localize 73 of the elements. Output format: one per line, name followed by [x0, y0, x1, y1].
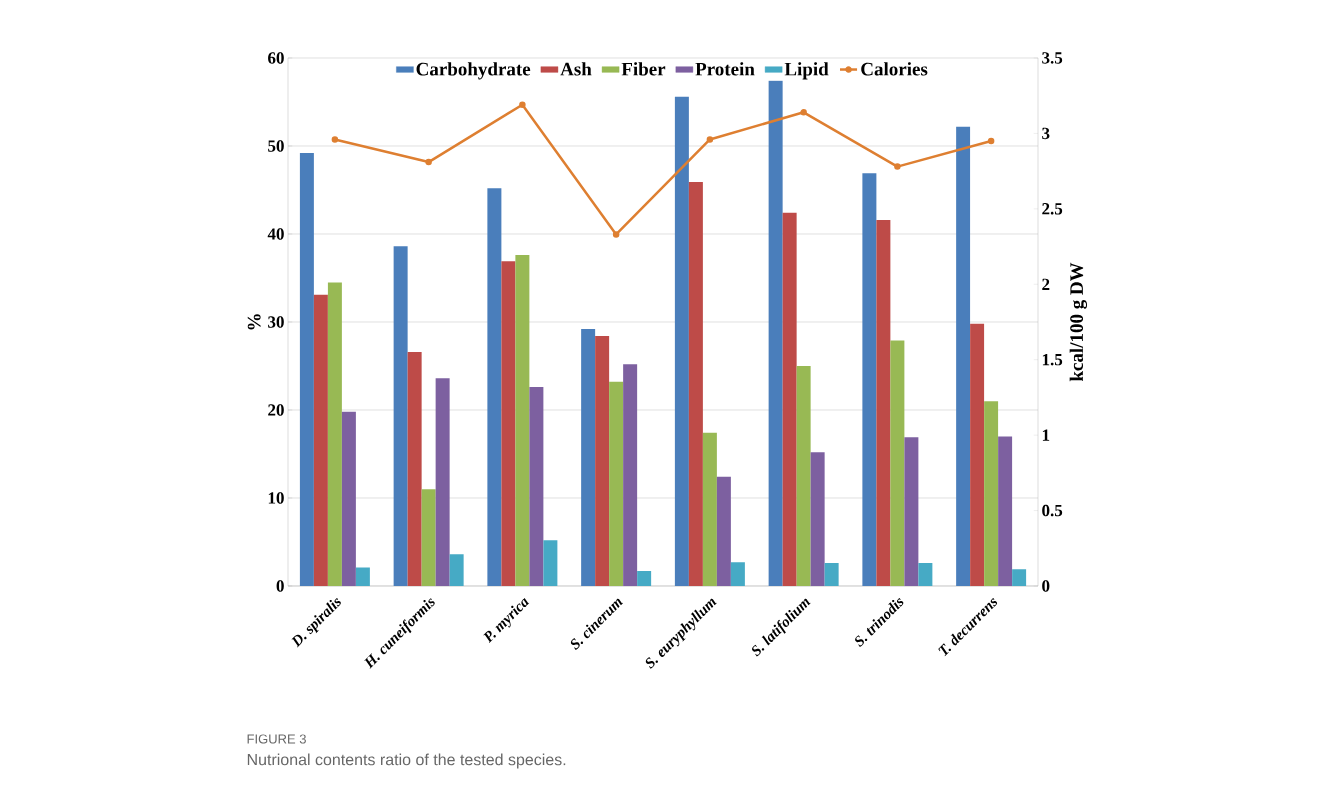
y-tick-label: 60	[268, 52, 284, 64]
legend-label: Carbohydrate	[416, 62, 531, 80]
bar	[702, 432, 717, 586]
legend-label: Lipid	[784, 62, 829, 80]
bar	[435, 378, 450, 586]
bar	[890, 340, 905, 586]
y-axis-title: %	[247, 314, 261, 330]
bar	[782, 212, 797, 586]
point	[987, 137, 995, 145]
bar	[688, 182, 703, 586]
bar	[904, 437, 919, 586]
bar	[407, 351, 422, 586]
bar	[984, 401, 999, 586]
legend-label: Calories	[861, 62, 928, 76]
y2-tick-label: 2.5	[1042, 203, 1063, 215]
bar	[421, 489, 436, 586]
y2-tick-label: 3	[1042, 127, 1050, 140]
y-tick-label: 30	[268, 316, 284, 328]
point	[894, 163, 901, 170]
bar	[824, 563, 839, 586]
point	[425, 158, 432, 166]
bar	[716, 476, 731, 586]
bar	[501, 261, 516, 586]
bar	[393, 246, 408, 586]
caption: FIGURE 3	[247, 734, 306, 744]
point	[706, 136, 714, 143]
y-tick-label: 20	[268, 404, 284, 416]
bar	[768, 80, 783, 586]
bar	[674, 96, 689, 586]
bar	[543, 540, 558, 586]
bar	[796, 365, 811, 586]
y2-tick-label: 0	[1042, 580, 1050, 592]
bar	[299, 153, 314, 586]
bar	[918, 563, 933, 586]
bar	[341, 411, 356, 586]
y2-tick-label: 0.5	[1042, 504, 1063, 517]
y2-tick-label: 3.5	[1042, 52, 1063, 64]
bar	[313, 294, 328, 586]
bar	[609, 381, 624, 586]
legend-label: Ash	[560, 62, 592, 76]
y2-tick-label: 2	[1042, 278, 1050, 290]
bar	[327, 282, 342, 586]
bar	[581, 329, 596, 586]
point	[612, 231, 620, 238]
y2-axis-title: kcal/100 g DW	[1069, 262, 1088, 382]
bar	[595, 336, 610, 586]
bar	[449, 554, 464, 586]
bar	[876, 219, 891, 586]
bar	[998, 436, 1013, 586]
y2-tick-label: 1	[1042, 429, 1050, 441]
legend-label: Protein	[695, 62, 755, 76]
y2-tick-label: 1.5	[1042, 353, 1063, 366]
bar	[637, 571, 652, 586]
y-tick-label: 40	[267, 228, 284, 240]
bar	[487, 188, 502, 586]
point	[331, 136, 339, 143]
y-tick-label: 0	[276, 580, 284, 592]
bar	[1012, 569, 1027, 586]
point	[800, 109, 807, 116]
bar	[730, 562, 745, 586]
bar	[956, 126, 971, 586]
y-tick-label: 10	[268, 492, 284, 504]
bar	[515, 255, 530, 586]
legend-label: Fiber	[621, 62, 666, 76]
text: Nutrional contents ratio of the tested species.	[247, 753, 566, 769]
bar	[970, 323, 985, 586]
point	[519, 101, 526, 108]
bar	[623, 364, 638, 586]
bar	[529, 387, 544, 586]
y-tick-label: 50	[268, 140, 284, 152]
bar	[810, 452, 825, 586]
bar	[355, 567, 370, 586]
bar	[862, 173, 877, 586]
